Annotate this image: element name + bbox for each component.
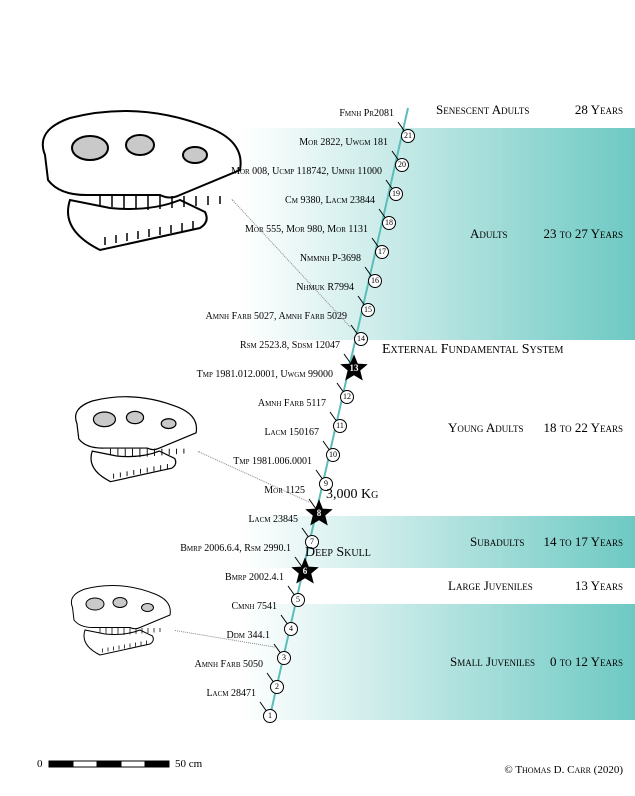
stage-age: 14 to 17 Years <box>544 534 624 550</box>
tree-node: 17 <box>375 245 389 259</box>
milestone-star: 13 <box>339 353 369 383</box>
specimen-label: Mor 555, Mor 980, Mor 1131 <box>0 224 368 235</box>
stage-name: Small Juveniles <box>450 654 535 670</box>
stage-age: 0 to 12 Years <box>550 654 623 670</box>
specimen-label: Amnh Farb 5050 <box>0 659 263 670</box>
stage-age: 23 to 27 Years <box>544 226 624 242</box>
specimen-label: Bmrp 2006.6.4, Rsm 2990.1 <box>0 543 291 554</box>
tree-node: 10 <box>326 448 340 462</box>
specimen-label: Amnh Farb 5117 <box>0 398 326 409</box>
specimen-label: Lacm 150167 <box>0 427 319 438</box>
specimen-label: Cmnh 7541 <box>0 601 277 612</box>
specimen-label: Mor 1125 <box>0 485 305 496</box>
tree-node: 15 <box>361 303 375 317</box>
stage-name: Subadults <box>470 534 524 550</box>
specimen-label: Tmp 1981.012.0001, Uwgm 99000 <box>0 369 333 380</box>
tree-node: 3 <box>277 651 291 665</box>
svg-text:0: 0 <box>37 758 43 770</box>
specimen-label: Mor 008, Ucmp 118742, Umnh 11000 <box>0 166 382 177</box>
specimen-label: Lacm 28471 <box>0 688 256 699</box>
stage-name: Senescent Adults <box>436 102 529 118</box>
specimen-label: Nhmuk R7994 <box>0 282 354 293</box>
stage-name: Large Juveniles <box>448 578 533 594</box>
tree-node: 21 <box>401 129 415 143</box>
tree-node: 16 <box>368 274 382 288</box>
stage-age: 18 to 22 Years <box>544 420 624 436</box>
svg-text:50 cm: 50 cm <box>175 758 203 770</box>
specimen-label: Bmrp 2002.4.1 <box>0 572 284 583</box>
credit-text: © Thomas D. Carr (2020) <box>504 764 623 776</box>
tree-node: 11 <box>333 419 347 433</box>
tree-node: 4 <box>284 622 298 636</box>
stage-name: Adults <box>470 226 508 242</box>
stage-name: Young Adults <box>448 420 523 436</box>
specimen-label: Cm 9380, Lacm 23844 <box>0 195 375 206</box>
tree-node: 5 <box>291 593 305 607</box>
scale-bar: 0 50 cm <box>35 755 235 780</box>
credit-line: © Thomas D. Carr (2020) <box>504 764 623 776</box>
tree-node: 20 <box>395 158 409 172</box>
tree-node: 14 <box>354 332 368 346</box>
specimen-label: Amnh Farb 5027, Amnh Farb 5029 <box>0 311 347 322</box>
specimen-label: Ddm 344.1 <box>0 630 270 641</box>
tree-node: 2 <box>270 680 284 694</box>
specimen-label: Fmnh Pr2081 <box>0 108 394 119</box>
stage-age: 28 Years <box>575 102 623 118</box>
specimen-label: Rsm 2523.8, Sdsm 12047 <box>0 340 340 351</box>
specimen-label: Tmp 1981.006.0001 <box>0 456 312 467</box>
milestone-label: Deep Skull <box>305 545 371 561</box>
tree-node: 1 <box>263 709 277 723</box>
tree-node: 12 <box>340 390 354 404</box>
tree-node: 19 <box>389 187 403 201</box>
specimen-label: Lacm 23845 <box>0 514 298 525</box>
tree-node: 18 <box>382 216 396 230</box>
stage-age: 13 Years <box>575 578 623 594</box>
specimen-label: Mor 2822, Uwgm 181 <box>0 137 388 148</box>
milestone-label: 3,000 Kg <box>326 487 378 503</box>
milestone-label: External Fundamental System <box>382 342 563 358</box>
specimen-label: Nmmnh P-3698 <box>0 253 361 264</box>
